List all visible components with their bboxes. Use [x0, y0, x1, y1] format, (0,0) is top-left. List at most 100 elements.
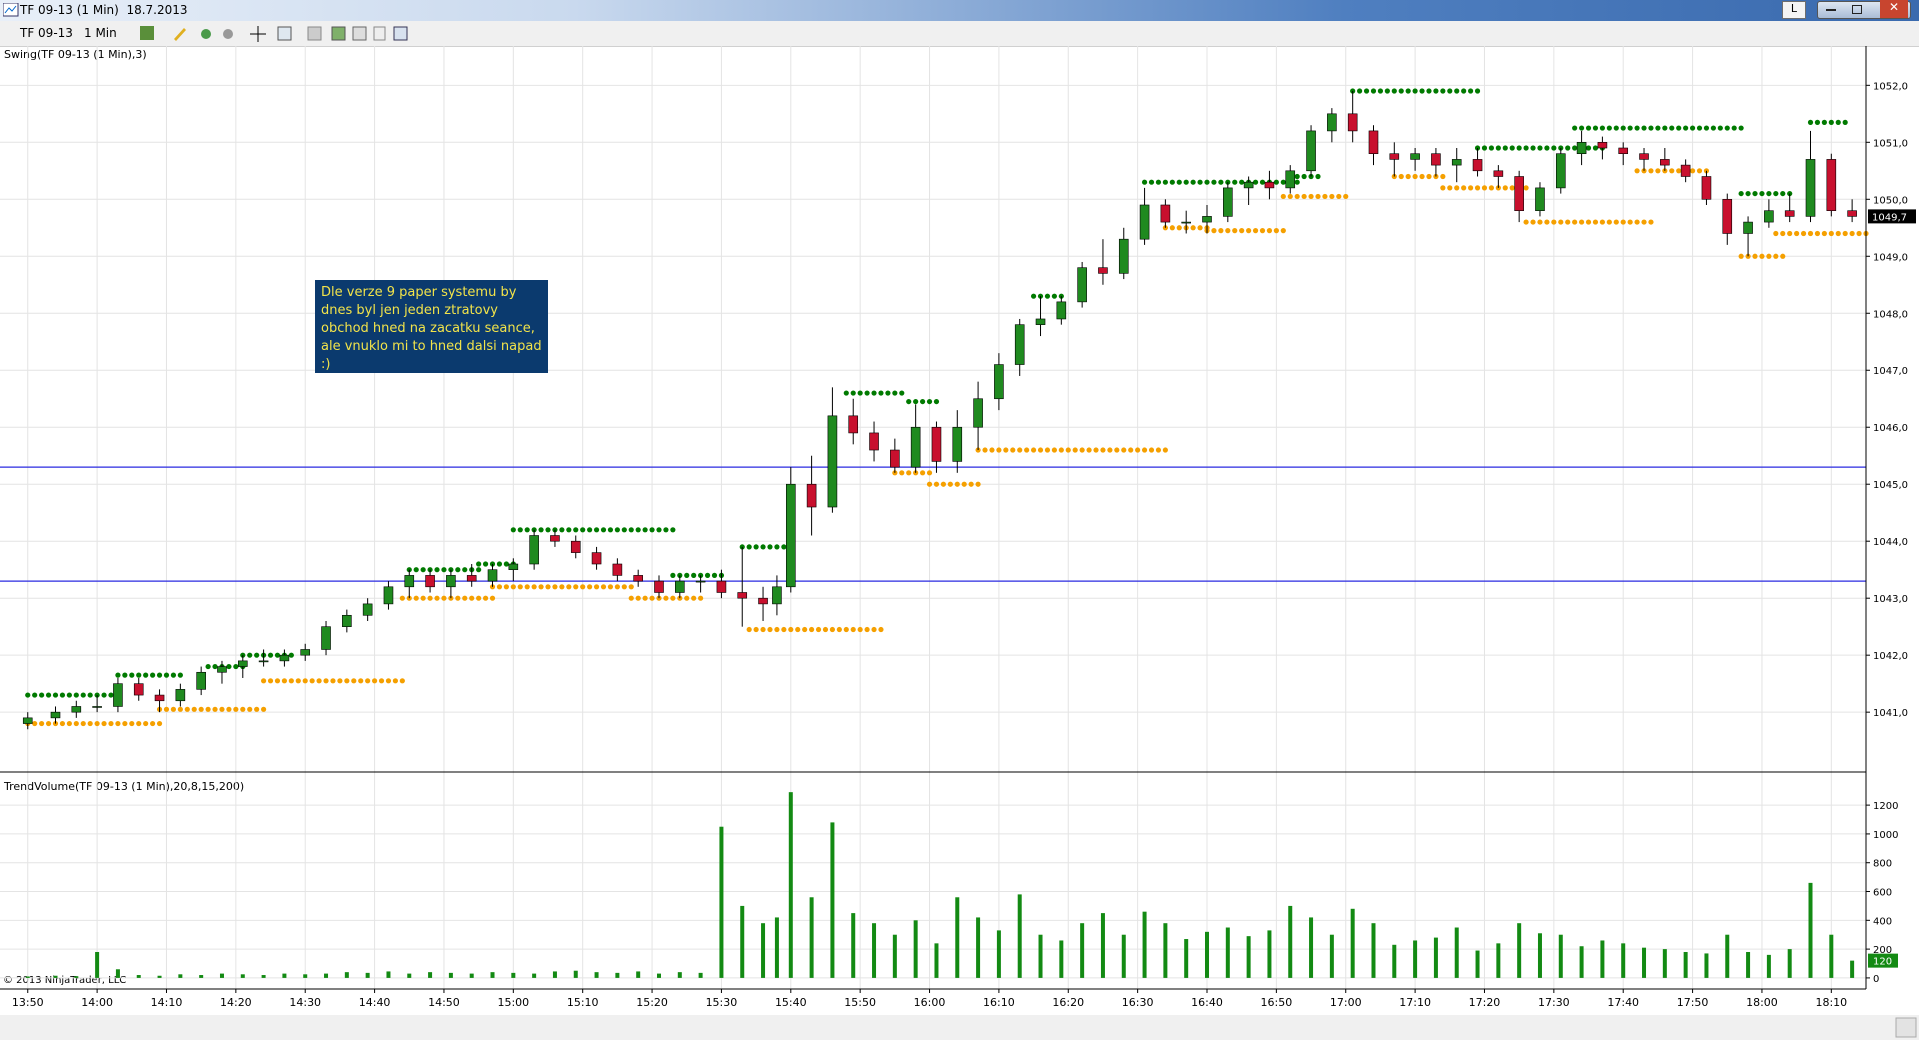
candle-body: [1576, 142, 1587, 155]
volume-bar: [136, 975, 141, 978]
swing-low-dot: [1176, 225, 1182, 231]
swing-low-dot: [1329, 193, 1335, 200]
swing-high-dot: [746, 544, 752, 550]
swing-high-dot: [1655, 125, 1661, 131]
swing-low-dot: [1086, 447, 1092, 453]
swing-low-dot: [1419, 173, 1425, 180]
swing-high-dot: [59, 692, 66, 698]
swing-low-dot: [1842, 230, 1848, 237]
swing-high-dot: [455, 567, 461, 573]
swing-low-dot: [1634, 168, 1640, 174]
swing-high-dot: [1495, 145, 1501, 151]
candle-body: [466, 575, 477, 582]
swing-high-dot: [663, 527, 669, 533]
candle-body: [1472, 159, 1483, 172]
swing-low-dot: [1024, 447, 1030, 453]
candle-body: [362, 603, 373, 616]
y-tick-label: 1052,0: [1873, 81, 1908, 92]
instrument-selector[interactable]: TF 09-13: [20, 26, 73, 40]
annotation: Dle verze 9 paper systemu by dnes byl je…: [315, 280, 548, 373]
volume-bar: [809, 897, 814, 978]
volume-bar: [1142, 911, 1147, 978]
swing-low-dot: [996, 447, 1002, 453]
swing-low-dot: [1093, 447, 1099, 453]
print-button[interactable]: [373, 26, 386, 41]
swing-low-dot: [635, 595, 641, 601]
volume-bar: [1683, 951, 1688, 978]
candle-body: [1264, 181, 1275, 189]
bar-type-button[interactable]: [140, 26, 154, 40]
zoom-button[interactable]: [277, 26, 292, 41]
volume-bar: [53, 975, 58, 978]
restore[interactable]: [1852, 5, 1862, 14]
swing-low-dot: [1405, 173, 1411, 180]
swing-low-dot: [1030, 447, 1037, 453]
volume-bar: [178, 974, 183, 978]
candle-body: [973, 398, 983, 428]
swing-high-dot: [649, 527, 655, 533]
y-tick-label: 1045,0: [1873, 480, 1908, 491]
swing-low-dot: [899, 470, 905, 476]
indicator-button[interactable]: [201, 29, 211, 39]
volume-bar: [324, 973, 329, 978]
swing-low-dot: [1599, 219, 1606, 225]
candle-body: [1223, 187, 1233, 217]
swing-high-dot: [510, 527, 516, 533]
swing-low-dot: [1141, 447, 1148, 453]
swing-high-dot: [496, 561, 503, 567]
swing-high-dot: [212, 663, 218, 670]
swing-high-dot: [566, 527, 572, 533]
swing-low-dot: [295, 678, 301, 684]
window-button[interactable]: [393, 26, 408, 41]
swing-low-dot: [593, 584, 600, 590]
swing-high-dot: [573, 527, 579, 533]
swing-high-dot: [122, 672, 128, 678]
candle-body: [487, 569, 498, 582]
y-tick-label: 800: [1873, 859, 1892, 870]
scrollbar[interactable]: [0, 1015, 1919, 1040]
swing-low-dot: [1807, 230, 1814, 237]
swing-high-dot: [635, 527, 641, 533]
interval-selector[interactable]: 1 Min: [84, 26, 117, 40]
swing-low-dot: [746, 626, 752, 633]
template-button[interactable]: [352, 26, 367, 41]
strategy-button[interactable]: [223, 29, 233, 39]
volume-bar: [1808, 882, 1813, 978]
swing-high-dot: [1273, 179, 1279, 185]
swing-low-dot: [482, 595, 489, 601]
swing-low-dot: [878, 626, 884, 633]
swing-low-dot: [101, 720, 107, 727]
window-controls[interactable]: ✕: [1817, 0, 1911, 19]
swing-high-dot: [600, 527, 607, 533]
scroll-arrow[interactable]: [1895, 1017, 1917, 1038]
minimize[interactable]: [1826, 9, 1836, 11]
swing-high-dot: [1315, 173, 1321, 180]
candle-body: [508, 563, 519, 571]
swing-low-dot: [809, 626, 815, 633]
swing-high-dot: [1731, 125, 1737, 131]
crosshair-button[interactable]: [250, 26, 266, 42]
swing-low-dot: [552, 584, 558, 590]
swing-low-dot: [760, 626, 766, 633]
swing-low-dot: [614, 584, 620, 590]
properties-button[interactable]: [307, 26, 322, 41]
swing-high-dot: [1357, 88, 1363, 94]
swing-low-dot: [940, 481, 947, 487]
swing-low-dot: [1856, 230, 1862, 237]
swing-low-dot: [1468, 185, 1474, 191]
volume-bar: [1642, 947, 1647, 978]
swing-low-dot: [1246, 228, 1252, 234]
volume-bar: [407, 973, 412, 978]
link-button[interactable]: L: [1782, 1, 1806, 19]
swing-low-dot: [947, 481, 953, 487]
swing-low-dot: [1135, 447, 1141, 453]
draw-button[interactable]: [174, 28, 186, 41]
swing-low-dot: [1343, 193, 1349, 200]
volume-bar: [448, 972, 453, 978]
close[interactable]: ✕: [1880, 0, 1908, 18]
swing-high-dot: [1689, 125, 1696, 131]
x-tick-label: 14:40: [359, 996, 391, 1009]
swing-low-dot: [1759, 253, 1765, 259]
data-box-button[interactable]: [331, 26, 346, 41]
candle-body: [550, 535, 560, 542]
